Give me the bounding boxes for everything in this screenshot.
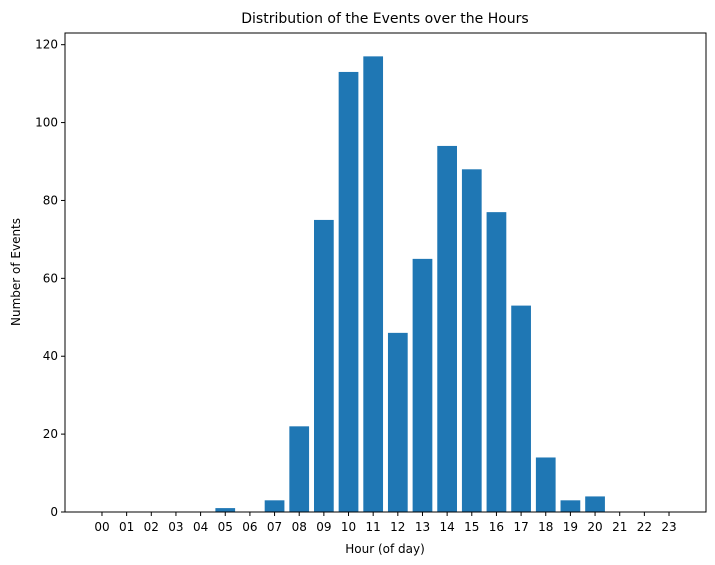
y-tick-label: 100 xyxy=(35,116,58,130)
bar-hour-08 xyxy=(289,426,310,512)
y-tick-label: 40 xyxy=(43,349,58,363)
bar-hour-16 xyxy=(486,212,507,512)
bar-hour-13 xyxy=(412,258,433,512)
x-tick-label: 15 xyxy=(464,520,479,534)
x-tick-label: 17 xyxy=(513,520,528,534)
bar-hour-05 xyxy=(215,508,236,512)
bar-hour-15 xyxy=(461,169,482,512)
x-tick-label: 19 xyxy=(563,520,578,534)
x-tick-label: 09 xyxy=(316,520,331,534)
x-tick-label: 05 xyxy=(218,520,233,534)
x-tick-label: 04 xyxy=(193,520,208,534)
y-tick-label: 120 xyxy=(35,38,58,52)
x-tick-label: 14 xyxy=(439,520,454,534)
y-tick-label: 60 xyxy=(43,271,58,285)
x-tick-label: 13 xyxy=(415,520,430,534)
y-axis-label: Number of Events xyxy=(9,218,23,326)
x-tick-label: 00 xyxy=(94,520,109,534)
bar-hour-17 xyxy=(511,305,531,512)
bars-group xyxy=(215,56,605,513)
bar-hour-19 xyxy=(560,500,581,512)
y-tick-label: 80 xyxy=(43,193,58,207)
x-tick-label: 06 xyxy=(242,520,257,534)
bar-hour-10 xyxy=(338,71,359,513)
x-tick-label: 07 xyxy=(267,520,282,534)
bar-hour-14 xyxy=(437,145,457,513)
bar-hour-11 xyxy=(363,56,384,513)
bar-hour-12 xyxy=(387,332,408,512)
x-tick-label: 20 xyxy=(587,520,602,534)
x-tick-label: 12 xyxy=(390,520,405,534)
x-tick-label: 22 xyxy=(637,520,652,534)
x-axis-ticks: 00 01 02 03 04 05 06 07 08 09 10 11 12 13 14 15 16 17 18 19… xyxy=(94,512,677,534)
x-tick-label: 21 xyxy=(612,520,627,534)
bar-hour-18 xyxy=(535,457,556,512)
y-axis-ticks: 0 20 40 60 80 100 120 xyxy=(35,38,65,519)
y-tick-label: 0 xyxy=(50,505,58,519)
x-tick-label: 02 xyxy=(144,520,159,534)
x-tick-label: 08 xyxy=(292,520,307,534)
x-tick-label: 18 xyxy=(538,520,553,534)
y-tick-label: 20 xyxy=(43,427,58,441)
x-tick-label: 03 xyxy=(168,520,183,534)
bar-hour-09 xyxy=(314,219,334,513)
x-tick-label: 10 xyxy=(341,520,356,534)
x-axis-label: Hour (of day) xyxy=(345,542,425,556)
x-tick-label: 11 xyxy=(366,520,381,534)
bar-hour-07 xyxy=(264,500,285,512)
x-tick-label: 16 xyxy=(489,520,504,534)
plot-frame xyxy=(64,32,707,513)
x-tick-label: 01 xyxy=(119,520,134,534)
x-tick-label: 23 xyxy=(661,520,676,534)
chart-title: Distribution of the Events over the Hour… xyxy=(241,11,528,27)
bar-hour-20 xyxy=(585,496,605,512)
